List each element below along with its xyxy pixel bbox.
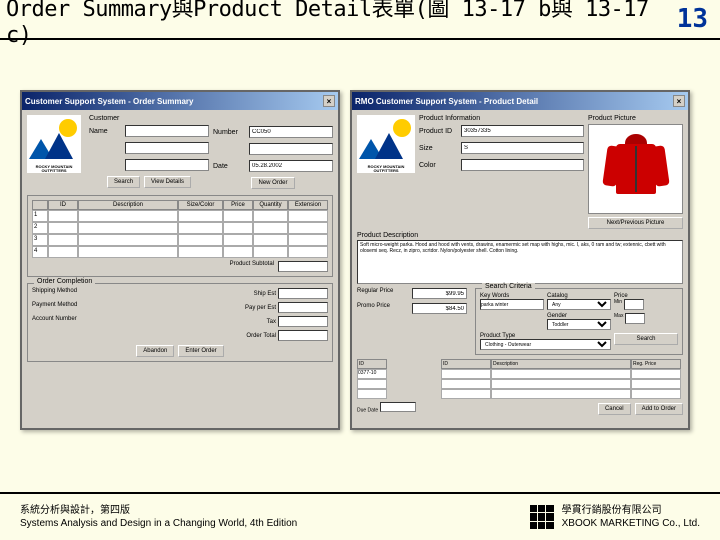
table-row[interactable]: 1 (32, 210, 328, 222)
addr-input[interactable] (125, 142, 209, 154)
window-title-b: RMO Customer Support System - Product De… (355, 97, 538, 106)
view-details-button[interactable]: View Details (144, 176, 191, 188)
type-select[interactable]: Clothing - Outerwear (480, 339, 611, 350)
search-title: Search Criteria (482, 283, 535, 290)
description-text: Soft micro-weight parka. Hood and hood w… (357, 240, 683, 284)
name-input[interactable] (125, 125, 209, 137)
search-button-b[interactable]: Search (614, 333, 678, 345)
line-items-group: IDDescriptionSize/ColorPriceQuantityExte… (27, 195, 333, 277)
desc-title: Product Description (357, 232, 683, 239)
cancel-button[interactable]: Cancel (598, 403, 631, 415)
color-label: Color (419, 162, 461, 169)
size-input[interactable] (461, 142, 584, 154)
table-row[interactable]: 2 (32, 222, 328, 234)
rmo-logo: ROCKY MOUNTAINOUTFITTERS (357, 115, 415, 173)
main-content: Customer Support System - Order Summary … (0, 40, 720, 430)
footer-zh2: 學貫行銷股份有限公司 (562, 504, 700, 517)
next-prev-button[interactable]: Next/Previous Picture (588, 217, 683, 229)
number-input[interactable] (249, 126, 333, 138)
addr2-input[interactable] (125, 159, 209, 171)
pay-method-label: Payment Method (32, 302, 77, 313)
footer-en2: XBOOK MARKETING Co., Ltd. (562, 517, 700, 530)
keywords-input[interactable] (480, 299, 544, 310)
search-button[interactable]: Search (107, 176, 140, 188)
footer-en1: Systems Analysis and Design in a Changin… (20, 517, 530, 530)
table-row[interactable]: 4 (32, 246, 328, 258)
number-label: Number (213, 129, 249, 136)
slide-footer: 系統分析與設計，第四版 Systems Analysis and Design … (0, 492, 720, 540)
order-summary-window: Customer Support System - Order Summary … (20, 90, 340, 430)
abandon-button[interactable]: Abandon (136, 345, 174, 357)
result-row[interactable] (441, 389, 683, 399)
titlebar-a: Customer Support System - Order Summary … (22, 92, 338, 110)
due-date-input[interactable] (380, 402, 416, 412)
enter-order-button[interactable]: Enter Order (178, 345, 223, 357)
prod-info-title: Product Information (419, 115, 584, 122)
pay-est-input[interactable] (278, 302, 328, 313)
titlebar-b: RMO Customer Support System - Product De… (352, 92, 688, 110)
search-criteria-group: Search Criteria Key Words CatalogAny Pri… (475, 288, 683, 355)
min-input[interactable] (624, 299, 644, 310)
product-detail-window: RMO Customer Support System - Product De… (350, 90, 690, 430)
acct-label: Account Number (32, 316, 77, 327)
slide-header: Order Summary與Product Detail表單(圖 13-17 b… (0, 0, 720, 40)
reg-price-value (412, 288, 467, 299)
color-input[interactable] (461, 159, 584, 171)
slide-number: 13 (671, 4, 714, 34)
grid-header: IDDescriptionSize/ColorPriceQuantityExte… (32, 200, 328, 210)
table-row[interactable]: 3 (32, 234, 328, 246)
window-title-a: Customer Support System - Order Summary (25, 97, 193, 106)
publisher-icon (530, 505, 554, 529)
name-label: Name (89, 128, 125, 135)
rmo-logo: ROCKY MOUNTAINOUTFITTERS (27, 115, 81, 173)
customer-label: Customer (89, 115, 209, 122)
product-image (588, 124, 683, 214)
reg-price-label: Regular Price (357, 288, 393, 299)
ship-method-label: Shipping Method (32, 288, 77, 299)
prodid-input[interactable] (461, 125, 584, 137)
tax-input[interactable] (278, 316, 328, 327)
date-label: Date (213, 163, 249, 170)
slide-title: Order Summary與Product Detail表單(圖 13-17 b… (6, 0, 671, 48)
close-icon[interactable]: × (673, 95, 685, 107)
new-order-button[interactable]: New Order (251, 177, 294, 189)
total-input (278, 330, 328, 341)
pic-title: Product Picture (588, 115, 683, 122)
gender-select[interactable]: Toddler (547, 319, 611, 330)
result-row[interactable] (441, 369, 683, 379)
prodid-label: Product ID (419, 128, 461, 135)
ship-est-input[interactable] (278, 288, 328, 299)
blank-input[interactable] (249, 143, 333, 155)
date-input[interactable] (249, 160, 333, 172)
oc-title: Order Completion (34, 278, 95, 285)
catalog-select[interactable]: Any (547, 299, 611, 310)
order-completion-group: Order Completion Shipping MethodShip Est… (27, 283, 333, 362)
add-to-order-button[interactable]: Add to Order (635, 403, 683, 415)
promo-price-value (412, 303, 467, 314)
subtotal-label: Product Subtotal (230, 261, 274, 272)
size-label: Size (419, 145, 461, 152)
footer-zh1: 系統分析與設計，第四版 (20, 504, 530, 517)
close-icon[interactable]: × (323, 95, 335, 107)
result-row[interactable] (441, 379, 683, 389)
max-input[interactable] (625, 313, 645, 324)
subtotal-value (278, 261, 328, 272)
promo-price-label: Promo Price (357, 303, 390, 314)
